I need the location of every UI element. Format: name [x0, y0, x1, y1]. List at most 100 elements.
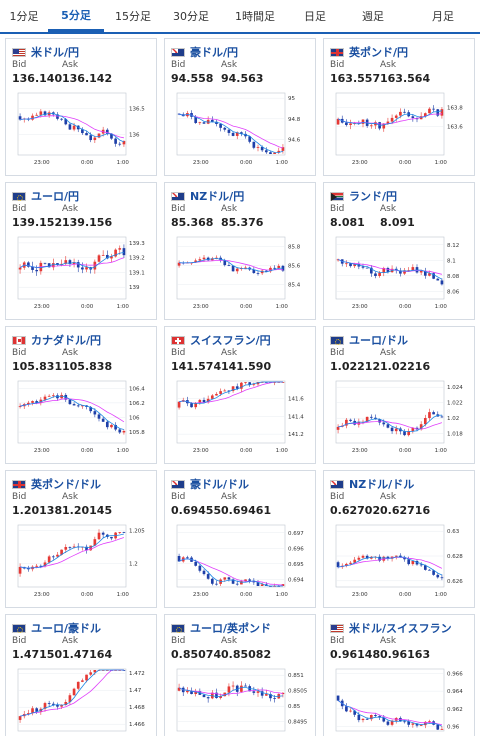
candlestick-chart[interactable]: 1.205 1.2 23:00 0:00 1:00 [10, 521, 154, 605]
candle-down [27, 568, 30, 570]
candle-up [336, 259, 340, 261]
eu-flag-icon [12, 191, 26, 201]
candle-up [252, 384, 256, 386]
ask-value: 139.156 [62, 216, 113, 229]
pair-title[interactable]: 豪ドル/円 [171, 44, 238, 60]
candle-down [403, 557, 406, 560]
pair-title[interactable]: 豪ドル/ドル [171, 476, 249, 492]
pair-title[interactable]: スイスフラン/円 [171, 332, 271, 348]
rate-card[interactable]: NZドル/ドル Bid Ask 0.62702 0.62716 0.63 0.62… [323, 470, 475, 608]
rate-card[interactable]: 豪ドル/円 Bid Ask 94.558 94.563 95 94.8 94.6 23… [164, 38, 316, 176]
bid-label: Bid [12, 348, 27, 358]
pair-name: 英ポンド/円 [349, 46, 409, 59]
candle-down [56, 704, 59, 707]
candlestick-chart[interactable]: 163.8 163.6 23:00 0:00 1:00 [328, 89, 472, 173]
candlestick-chart[interactable]: 0.63 0.628 0.626 23:00 0:00 1:00 [328, 521, 472, 605]
candle-up [244, 382, 247, 384]
pair-title[interactable]: NZドル/円 [171, 188, 244, 204]
ask-label: Ask [62, 348, 79, 358]
candlestick-chart[interactable]: 1.024 1.022 1.02 1.018 23:00 0:00 1:00 [328, 377, 472, 461]
pair-title[interactable]: 英ポンド/円 [330, 44, 408, 60]
candlestick-chart[interactable]: 85.8 85.6 85.4 23:00 0:00 1:00 [169, 233, 313, 317]
candle-up [118, 670, 122, 671]
candle-down [114, 424, 117, 430]
rate-card[interactable]: ランド/円 Bid Ask 8.081 8.091 8.12 8.1 8.08 8.0… [323, 182, 475, 320]
tab-5[interactable]: 日足 [304, 10, 326, 23]
rate-card[interactable]: ユーロ/豪ドル Bid Ask 1.47150 1.47164 1.472 1.4… [5, 614, 157, 736]
candlestick-chart[interactable]: 95 94.8 94.6 23:00 0:00 1:00 [169, 89, 313, 173]
rate-card[interactable]: ユーロ/英ポンド Bid Ask 0.85074 0.85082 0.851 0.… [164, 614, 316, 736]
pair-title[interactable]: 英ポンド/ドル [12, 476, 101, 492]
x-tick-label: 23:00 [193, 160, 209, 166]
candle-up [51, 263, 55, 268]
candlestick-chart[interactable]: 8.12 8.1 8.08 8.06 23:00 0:00 1:00 [328, 233, 472, 317]
candle-down [432, 570, 435, 575]
candlestick-chart[interactable]: 0.697 0.696 0.695 0.694 23:00 0:00 1:00 [169, 521, 313, 605]
pair-title[interactable]: 米ドル/スイスフラン [330, 620, 452, 636]
candle-down [64, 119, 68, 125]
x-tick-label: 1:00 [276, 160, 289, 166]
candle-up [72, 546, 76, 548]
pair-title[interactable]: ユーロ/英ポンド [171, 620, 271, 636]
ask-label: Ask [221, 492, 238, 502]
pair-title[interactable]: ランド/円 [330, 188, 397, 204]
candle-down [35, 401, 39, 404]
pair-title[interactable]: NZドル/ドル [330, 476, 414, 492]
rate-card[interactable]: 英ポンド/ドル Bid Ask 1.20138 1.20145 1.205 1.2… [5, 470, 157, 608]
candle-down [273, 698, 276, 699]
candle-up [219, 696, 222, 699]
candle-up [361, 555, 365, 558]
rate-card[interactable]: スイスフラン/円 Bid Ask 141.574 141.590 141.6 14… [164, 326, 316, 464]
ask-label: Ask [221, 348, 238, 358]
rate-card[interactable]: 米ドル/スイスフラン Bid Ask 0.96148 0.96163 0.966… [323, 614, 475, 736]
tab-2[interactable]: 15分足 [115, 10, 151, 23]
candle-down [114, 138, 117, 144]
candlestick-chart[interactable]: 136.5 136 23:00 0:00 1:00 [10, 89, 154, 173]
candlestick-chart[interactable]: 139.3 139.2 139.1 139 23:00 0:00 1:00 [10, 233, 154, 317]
candle-up [277, 150, 281, 153]
candle-up [336, 118, 340, 125]
candle-up [198, 399, 202, 404]
tab-4[interactable]: 1時間足 [235, 10, 275, 23]
rate-card[interactable]: ユーロ/ドル Bid Ask 1.02212 1.02216 1.024 1.02… [323, 326, 475, 464]
rate-card[interactable]: 英ポンド/円 Bid Ask 163.557 163.564 163.8 163.… [323, 38, 475, 176]
nz-flag-icon [171, 191, 185, 201]
candle-down [407, 721, 411, 725]
rate-card[interactable]: 豪ドル/ドル Bid Ask 0.69455 0.69461 0.697 0.69… [164, 470, 316, 608]
x-tick-label: 0:00 [81, 592, 94, 598]
rate-card[interactable]: カナダドル/円 Bid Ask 105.831 105.838 106.4 106… [5, 326, 157, 464]
tab-3[interactable]: 30分足 [173, 10, 209, 23]
ask-label: Ask [62, 492, 79, 502]
rate-card[interactable]: NZドル/円 Bid Ask 85.368 85.376 85.8 85.6 85.… [164, 182, 316, 320]
candle-up [56, 554, 59, 557]
pair-title[interactable]: 米ドル/円 [12, 44, 79, 60]
candle-down [345, 706, 348, 712]
moving-average-long [19, 669, 124, 717]
y-tick-label: 94.6 [288, 138, 301, 144]
candle-down [43, 111, 47, 116]
tab-1[interactable]: 5分足 [48, 0, 104, 32]
rate-card[interactable]: ユーロ/円 Bid Ask 139.152 139.156 139.3 139.2… [5, 182, 157, 320]
rate-card[interactable]: 米ドル/円 Bid Ask 136.140 136.142 136.5 136 23… [5, 38, 157, 176]
pair-title[interactable]: ユーロ/豪ドル [12, 620, 101, 636]
candle-up [27, 713, 30, 715]
moving-average-short [19, 252, 124, 269]
bid-value: 105.831 [12, 360, 63, 373]
candle-up [60, 549, 63, 555]
tab-7[interactable]: 月足 [432, 10, 454, 23]
x-tick-label: 23:00 [352, 592, 368, 598]
ask-value: 1.02216 [380, 360, 431, 373]
tab-0[interactable]: 1分足 [9, 10, 39, 23]
tab-6[interactable]: 週足 [362, 10, 384, 23]
candlestick-chart[interactable]: 141.6 141.4 141.2 23:00 0:00 1:00 [169, 377, 313, 461]
candle-down [60, 118, 63, 120]
pair-title[interactable]: カナダドル/円 [12, 332, 101, 348]
candlestick-chart[interactable]: 106.4 106.2 106 105.8 23:00 0:00 1:00 [10, 377, 154, 461]
candle-up [349, 562, 352, 564]
pair-title[interactable]: ユーロ/円 [12, 188, 79, 204]
moving-average-short [20, 533, 124, 569]
pair-title[interactable]: ユーロ/ドル [330, 332, 408, 348]
